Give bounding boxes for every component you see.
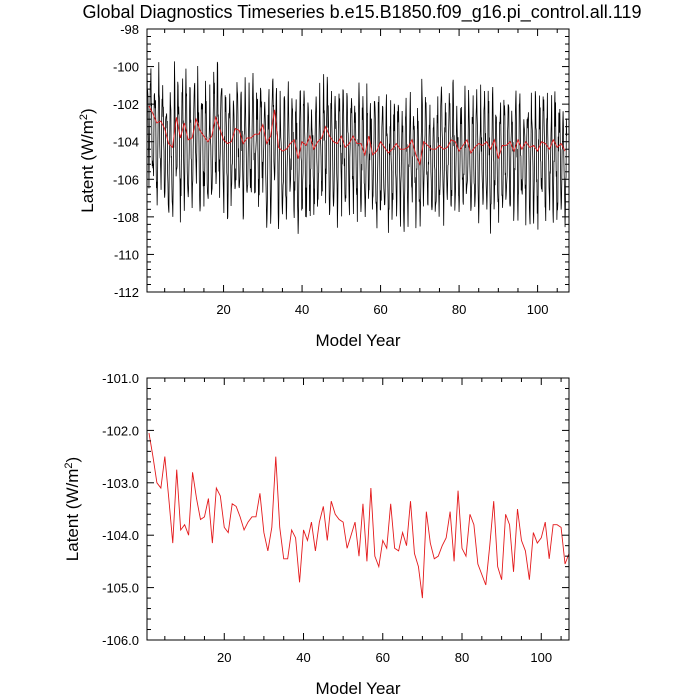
series-line-0-1 [148, 105, 566, 166]
y-tick-label-0-4: -104 [113, 135, 139, 150]
y-tick-label-1-1: -105.0 [102, 581, 139, 596]
x-tick-label-0-2: 60 [373, 302, 387, 317]
y-tick-label-1-4: -102.0 [102, 423, 139, 438]
x-tick-label-1-4: 100 [530, 650, 552, 665]
x-tick-label-0-4: 100 [527, 302, 549, 317]
y-axis-title-1: Latent (W/m2) [63, 457, 82, 561]
x-tick-label-1-2: 60 [376, 650, 390, 665]
chart-title: Global Diagnostics Timeseries b.e15.B185… [82, 2, 641, 23]
x-tick-label-0-3: 80 [452, 302, 466, 317]
x-axis-title-1: Model Year [315, 679, 400, 698]
x-tick-label-0-0: 20 [216, 302, 230, 317]
series-line-1-0 [148, 432, 570, 599]
y-tick-label-1-2: -104.0 [102, 528, 139, 543]
y-axis-title-0: Latent (W/m2) [78, 108, 97, 212]
plot-frame-1 [146, 377, 570, 641]
x-tick-label-1-3: 80 [455, 650, 469, 665]
x-axis-title-0: Model Year [315, 331, 400, 350]
plot-frame-0 [146, 28, 570, 293]
series-line-0-0 [146, 61, 568, 234]
y-tick-label-0-1: -110 [114, 247, 139, 262]
y-tick-label-0-0: -112 [114, 285, 139, 300]
y-tick-label-0-6: -100 [113, 60, 139, 75]
x-tick-label-0-1: 40 [295, 302, 309, 317]
y-tick-label-0-7: -98 [120, 22, 139, 37]
y-tick-label-0-3: -106 [113, 172, 139, 187]
y-tick-label-0-2: -108 [113, 210, 139, 225]
y-tick-label-1-0: -106.0 [102, 633, 139, 648]
y-tick-label-1-5: -101.0 [102, 371, 139, 386]
x-tick-label-1-1: 40 [296, 650, 310, 665]
y-tick-label-0-5: -102 [113, 97, 139, 112]
x-tick-label-1-0: 20 [217, 650, 231, 665]
y-tick-label-1-3: -103.0 [102, 476, 139, 491]
